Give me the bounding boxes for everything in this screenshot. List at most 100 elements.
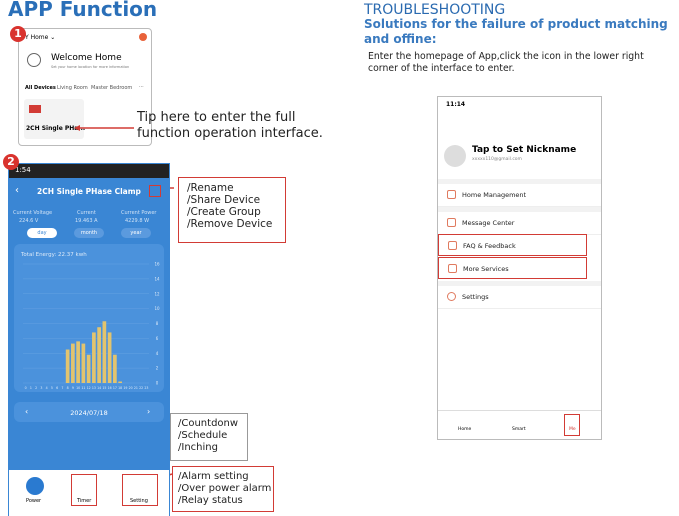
x-tick-label: 15 xyxy=(102,386,106,390)
date-bar xyxy=(14,402,164,422)
edit-icon[interactable] xyxy=(149,185,161,197)
section-title: TROUBLESHOOTING xyxy=(364,2,506,18)
bar xyxy=(102,321,107,383)
tab: Living Room xyxy=(57,85,88,91)
timer-button[interactable] xyxy=(71,474,97,506)
x-tick-label: 6 xyxy=(56,386,58,390)
y-tick-label: 2 xyxy=(156,366,159,371)
tab-label[interactable]: Home xyxy=(458,427,472,432)
prev-date[interactable]: ‹ xyxy=(25,407,29,416)
menu-item[interactable]: Settings xyxy=(438,286,601,309)
x-tick-label: 22 xyxy=(139,386,143,390)
avatar xyxy=(444,145,466,167)
bar xyxy=(97,327,101,383)
callout-item: /Share Device xyxy=(187,194,261,206)
callout-box xyxy=(170,413,248,461)
period-button[interactable]: day xyxy=(27,228,57,238)
callout-item: /Relay status xyxy=(178,495,243,506)
tip-text: Tip here to enter the full function oper… xyxy=(137,110,323,141)
total-energy: Total Energy: 22.37 kwh xyxy=(21,252,87,258)
menu-label: FAQ & Feedback xyxy=(463,242,516,250)
email: xxxxx110@gmail.com xyxy=(472,157,522,162)
status-time: 1:54 xyxy=(15,166,31,174)
menu-item[interactable]: Message Center xyxy=(438,212,601,235)
section-title: APP Function xyxy=(8,0,158,21)
next-date[interactable]: › xyxy=(147,407,151,416)
period-button[interactable]: month xyxy=(74,228,104,238)
x-tick-label: 2 xyxy=(35,386,37,390)
menu-item[interactable]: More Services xyxy=(438,257,587,279)
instructions: Enter the homepage of App,click the icon… xyxy=(368,51,644,74)
callout-item: /Remove Device xyxy=(187,218,273,230)
device-title: 2CH Single PHase Clamp xyxy=(37,187,141,196)
nickname[interactable]: Tap to Set Nickname xyxy=(472,145,577,155)
x-tick-label: 13 xyxy=(92,386,96,390)
period-button[interactable]: year xyxy=(121,228,151,238)
welcome-sub: Set your home location for more informat… xyxy=(51,65,130,69)
callout-list: /Rename /Share Device /Create Group /Rem… xyxy=(187,182,272,230)
bar xyxy=(107,332,112,383)
stat-value: 224.6 V xyxy=(19,218,39,224)
home-selector: Y Home ⌄ xyxy=(25,34,56,41)
menu-label: More Services xyxy=(463,265,509,273)
y-tick-label: 8 xyxy=(156,321,159,326)
x-tick-label: 1 xyxy=(30,386,32,390)
divider xyxy=(438,207,601,212)
bottom-label: Setting xyxy=(130,498,148,504)
menu-label: Message Center xyxy=(462,219,515,227)
x-tick-label: 16 xyxy=(108,386,112,390)
setting-button[interactable] xyxy=(122,474,158,506)
tab-label[interactable]: Smart xyxy=(512,427,526,432)
menu-item[interactable]: Home Management xyxy=(438,184,601,207)
stat-label: Current xyxy=(77,210,96,216)
status-time: 11:14 xyxy=(446,101,466,108)
y-tick-label: 12 xyxy=(154,291,160,296)
welcome-title: Welcome Home xyxy=(51,53,122,63)
x-tick-label: 3 xyxy=(40,386,42,390)
tab: Master Bedroom xyxy=(91,85,133,91)
callout-item: /Create Group xyxy=(187,206,261,218)
divider xyxy=(438,179,601,184)
x-tick-label: 12 xyxy=(87,386,91,390)
tab-label[interactable]: Me xyxy=(569,427,576,432)
device-icon xyxy=(29,105,41,113)
bar xyxy=(76,341,80,383)
menu-item[interactable]: FAQ & Feedback xyxy=(438,234,587,256)
stat-label: Current Power xyxy=(121,210,157,216)
stat-value: 4229.8 W xyxy=(125,218,150,224)
back-icon[interactable]: ‹ xyxy=(15,185,19,196)
callout-box xyxy=(178,177,286,243)
weather-icon xyxy=(27,53,41,67)
y-tick-label: 14 xyxy=(154,276,160,281)
x-tick-label: 5 xyxy=(51,386,53,390)
power-button[interactable] xyxy=(26,477,44,495)
tab-more: ··· xyxy=(139,84,144,90)
step-badge: 1 xyxy=(10,26,26,42)
x-tick-label: 20 xyxy=(129,386,133,390)
x-tick-label: 10 xyxy=(76,386,80,390)
callout-list: /Alarm setting /Over power alarm /Relay … xyxy=(178,471,271,507)
x-tick-label: 8 xyxy=(67,386,69,390)
x-tick-label: 14 xyxy=(97,386,101,390)
x-tick-label: 9 xyxy=(72,386,74,390)
bar xyxy=(86,354,91,383)
step-badge: 2 xyxy=(3,154,19,170)
bar xyxy=(113,354,117,383)
me-tab[interactable] xyxy=(564,414,580,436)
callout-item: /Rename xyxy=(187,182,234,194)
date: 2024/07/18 xyxy=(70,409,108,417)
x-tick-label: 11 xyxy=(81,386,85,390)
callout-item: /Countdonw xyxy=(178,418,239,429)
callout-item: /Schedule xyxy=(178,430,228,441)
bar xyxy=(92,332,96,383)
tab-divider xyxy=(438,410,601,411)
bar xyxy=(65,349,70,383)
y-tick-label: 6 xyxy=(156,336,159,341)
menu-label: Home Management xyxy=(462,191,527,199)
screenshot-home: Y Home ⌄ Welcome Home Set your home loca… xyxy=(18,28,152,146)
tab: All Devices xyxy=(25,85,56,91)
y-tick-label: 16 xyxy=(154,262,160,267)
x-tick-label: 4 xyxy=(46,386,48,390)
callout-box xyxy=(172,466,274,512)
